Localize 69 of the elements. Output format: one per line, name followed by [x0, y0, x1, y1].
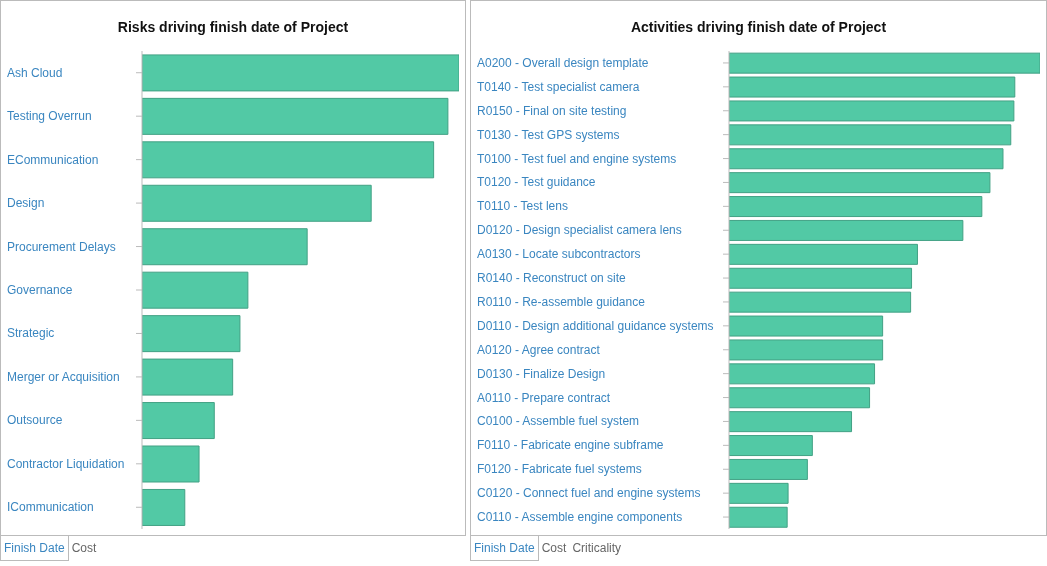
y-tick-label: A0130 - Locate subcontractors: [477, 247, 641, 262]
bar: [142, 97, 449, 135]
bar: [142, 54, 459, 92]
bar: [729, 148, 1004, 170]
y-tick-label: Outsource: [7, 413, 63, 428]
bar: [729, 267, 913, 289]
bar: [142, 184, 372, 222]
bar: [729, 243, 918, 265]
chart-title: Activities driving finish date of Project: [629, 19, 888, 35]
bar: [729, 52, 1040, 74]
y-tick-label: C0110 - Assemble engine components: [477, 510, 683, 525]
bar: [142, 402, 215, 440]
y-tick-label: Procurement Delays: [7, 239, 116, 254]
bar: [729, 315, 884, 337]
y-tick-label: Governance: [7, 283, 73, 297]
bar: [729, 482, 789, 504]
y-tick-label: D0120 - Design specialist camera lens: [477, 223, 682, 238]
bar: [729, 76, 1016, 98]
bar: [729, 196, 983, 218]
bar: [729, 411, 853, 433]
y-tick-label: A0200 - Overall design template: [477, 55, 649, 70]
bar: [729, 124, 1012, 146]
text: Cost: [70, 540, 98, 557]
bar: [729, 506, 788, 528]
bar: [729, 435, 813, 457]
y-tick-label: D0130 - Finalize Design: [477, 366, 606, 381]
y-tick-label: T0140 - Test specialist camera: [477, 79, 640, 94]
y-tick-label: Merger or Acquisition: [7, 369, 120, 384]
text: Finish Date: [0, 536, 69, 561]
text: Finish Date: [470, 536, 539, 561]
bar: [142, 228, 308, 266]
bar: [142, 488, 186, 526]
y-tick-label: T0120 - Test guidance: [477, 175, 596, 190]
y-tick-label: Testing Overrun: [7, 109, 92, 124]
bar: [729, 172, 991, 194]
y-tick-label: R0110 - Re-assemble guidance: [477, 294, 646, 309]
y-tick-label: ECommunication: [7, 152, 99, 167]
text: Cost: [540, 540, 568, 557]
y-tick-label: Design: [7, 196, 45, 211]
y-tick-label: T0130 - Test GPS systems: [477, 127, 620, 142]
text: Criticality: [571, 540, 623, 557]
y-tick-label: A0120 - Agree contract: [477, 342, 601, 357]
y-tick-label: Strategic: [7, 326, 55, 341]
y-tick-label: Contractor Liquidation: [7, 456, 125, 471]
y-tick-label: A0110 - Prepare contract: [477, 390, 611, 405]
y-tick-label: F0110 - Fabricate engine subframe: [477, 438, 664, 453]
bar: [729, 219, 964, 241]
y-tick-label: ICommunication: [7, 500, 94, 515]
y-tick-label: R0140 - Reconstruct on site: [477, 271, 627, 286]
y-tick-label: T0110 - Test lens: [477, 199, 568, 214]
bar: [142, 141, 435, 179]
y-tick-label: T0100 - Test fuel and engine systems: [477, 151, 677, 166]
bar: [729, 458, 808, 480]
y-tick-label: R0150 - Final on site testing: [477, 103, 627, 118]
bar: [142, 358, 234, 396]
y-tick-label: C0120 - Connect fuel and engine systems: [477, 486, 701, 501]
y-tick-label: F0120 - Fabricate fuel systems: [477, 462, 642, 477]
bar: [729, 291, 912, 313]
bar: [142, 271, 249, 309]
y-tick-label: D0110 - Design additional guidance systems: [477, 318, 714, 333]
bar: [729, 363, 876, 385]
bar: [729, 339, 884, 361]
chart-title: Risks driving finish date of Project: [116, 19, 350, 35]
bar: [142, 315, 241, 353]
bar: [142, 445, 200, 483]
bar: [729, 100, 1015, 122]
y-tick-label: C0100 - Assemble fuel system: [477, 414, 640, 429]
y-tick-label: Ash Cloud: [7, 65, 63, 80]
bar: [729, 387, 871, 409]
